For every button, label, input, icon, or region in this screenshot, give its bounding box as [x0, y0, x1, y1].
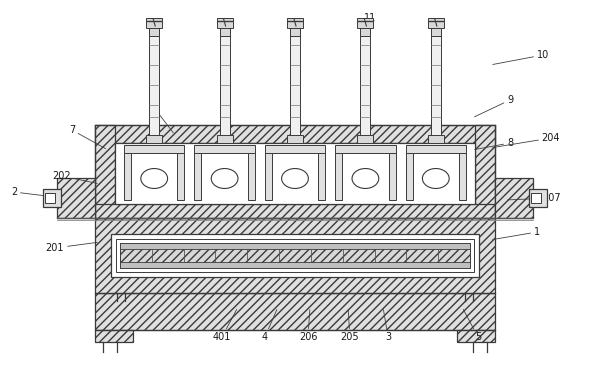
- Text: 207: 207: [508, 193, 561, 203]
- Bar: [95, 218, 495, 293]
- Bar: [194, 145, 255, 153]
- Bar: [219, 18, 230, 143]
- Text: 202: 202: [53, 171, 97, 183]
- Bar: [290, 28, 300, 36]
- Text: 205: 205: [340, 310, 359, 342]
- Text: 1: 1: [493, 227, 540, 239]
- Text: 8: 8: [475, 138, 513, 149]
- Bar: [459, 153, 466, 200]
- Bar: [335, 153, 342, 200]
- Text: 4: 4: [262, 310, 277, 342]
- Bar: [360, 18, 371, 143]
- Text: 201: 201: [46, 242, 97, 253]
- Ellipse shape: [352, 168, 379, 188]
- Bar: [95, 125, 115, 218]
- Bar: [335, 145, 396, 153]
- Bar: [57, 178, 95, 218]
- Ellipse shape: [141, 168, 168, 188]
- Bar: [95, 204, 495, 218]
- Bar: [475, 125, 495, 218]
- Bar: [217, 135, 232, 143]
- Bar: [428, 18, 444, 28]
- Bar: [178, 153, 185, 200]
- Text: 206: 206: [299, 310, 317, 342]
- Bar: [405, 153, 412, 200]
- Bar: [43, 189, 61, 207]
- Bar: [149, 28, 159, 36]
- Bar: [358, 18, 373, 28]
- Bar: [95, 293, 495, 330]
- Bar: [318, 153, 325, 200]
- Bar: [265, 145, 325, 153]
- Bar: [111, 234, 479, 277]
- Bar: [457, 330, 495, 342]
- Bar: [287, 18, 303, 28]
- Bar: [194, 153, 201, 200]
- Ellipse shape: [281, 168, 309, 188]
- Text: 6: 6: [149, 100, 173, 133]
- Bar: [265, 153, 272, 200]
- Text: 2: 2: [11, 187, 53, 197]
- Bar: [389, 153, 396, 200]
- Bar: [428, 135, 444, 143]
- Bar: [116, 239, 474, 272]
- Text: 9: 9: [474, 95, 513, 117]
- Bar: [95, 330, 133, 342]
- Bar: [146, 135, 162, 143]
- Text: 11: 11: [364, 13, 376, 52]
- Bar: [115, 143, 475, 204]
- Bar: [95, 125, 495, 143]
- Bar: [529, 189, 547, 207]
- Bar: [217, 18, 232, 28]
- Bar: [287, 135, 303, 143]
- Bar: [124, 145, 185, 153]
- Bar: [120, 243, 470, 268]
- Text: 7: 7: [69, 125, 106, 149]
- Bar: [45, 193, 55, 203]
- Ellipse shape: [211, 168, 238, 188]
- Bar: [149, 18, 159, 143]
- Text: 204: 204: [493, 133, 560, 147]
- Bar: [431, 28, 441, 36]
- Bar: [120, 262, 470, 268]
- Text: 401: 401: [213, 310, 237, 342]
- Bar: [124, 153, 131, 200]
- Bar: [495, 178, 533, 218]
- Bar: [405, 145, 466, 153]
- Bar: [120, 243, 470, 249]
- Bar: [531, 193, 541, 203]
- Bar: [146, 18, 162, 28]
- Text: 5: 5: [463, 310, 481, 342]
- Text: 10: 10: [493, 50, 549, 64]
- Bar: [360, 28, 371, 36]
- Bar: [219, 28, 230, 36]
- Text: 3: 3: [384, 310, 391, 342]
- Ellipse shape: [422, 168, 449, 188]
- Bar: [358, 135, 373, 143]
- Bar: [290, 18, 300, 143]
- Bar: [248, 153, 255, 200]
- Bar: [431, 18, 441, 143]
